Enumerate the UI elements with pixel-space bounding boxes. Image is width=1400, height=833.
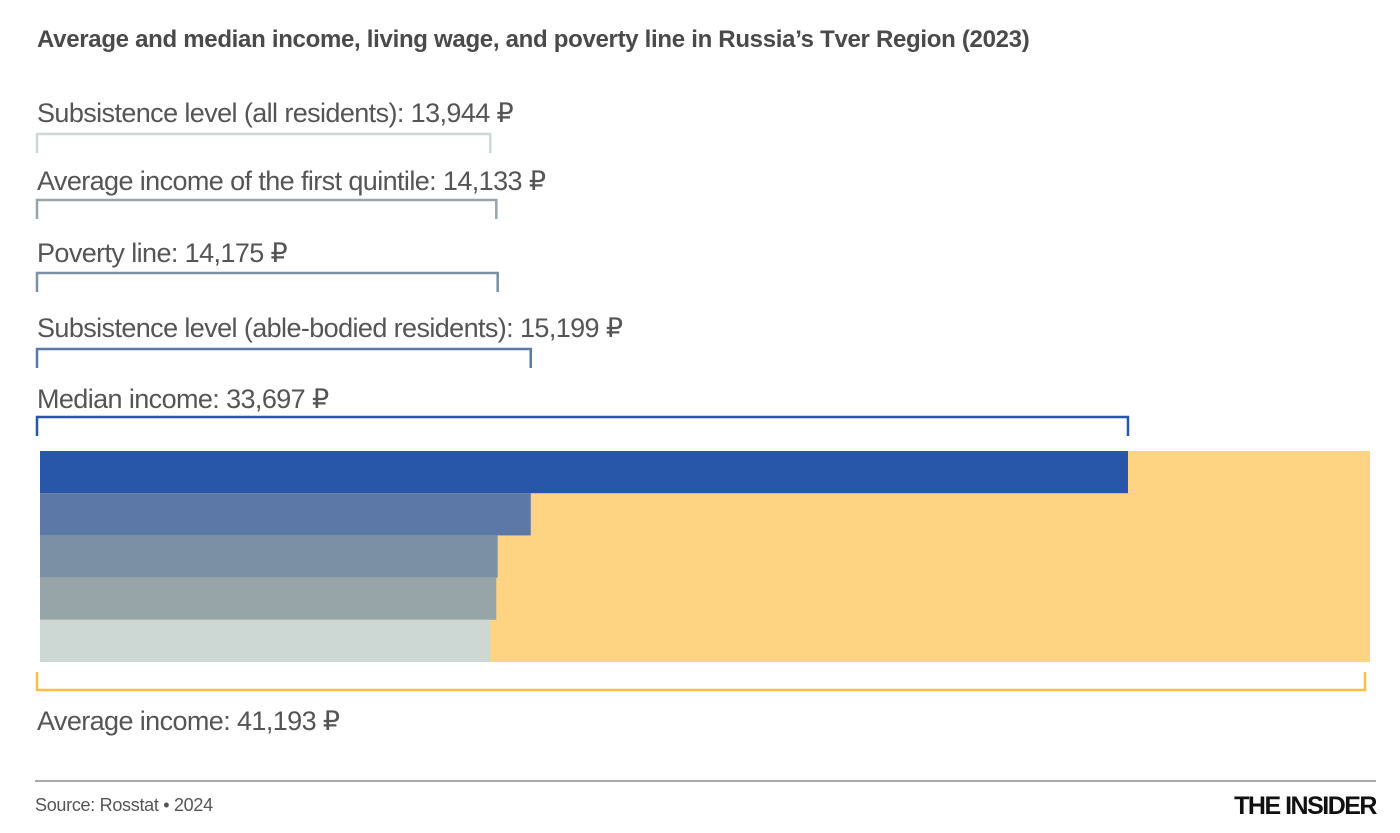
average-income-label: Average income: 41,193 ₽ — [37, 706, 340, 736]
bracket — [35, 415, 1130, 436]
item-label: Subsistence level (all residents): 13,94… — [37, 98, 514, 128]
bracket — [35, 271, 499, 292]
bracket — [35, 132, 492, 153]
source-note: Source: Rosstat • 2024 — [35, 795, 213, 815]
item-label: Subsistence level (able-bodied residents… — [37, 313, 623, 343]
item-label: Median income: 33,697 ₽ — [37, 384, 329, 414]
brand-logo: THE INSIDER — [1234, 792, 1377, 820]
bar — [40, 619, 491, 662]
bracket — [35, 198, 498, 219]
bar — [40, 577, 497, 620]
item-label: Average income of the first quintile: 14… — [37, 166, 546, 196]
bar — [40, 535, 498, 578]
bar — [40, 493, 531, 536]
bracket — [35, 347, 532, 368]
chart-title: Average and median income, living wage, … — [37, 26, 1030, 53]
bar — [40, 451, 1128, 494]
divider — [35, 780, 1376, 782]
bracket-average-income — [35, 672, 1367, 692]
item-label: Poverty line: 14,175 ₽ — [37, 238, 288, 268]
